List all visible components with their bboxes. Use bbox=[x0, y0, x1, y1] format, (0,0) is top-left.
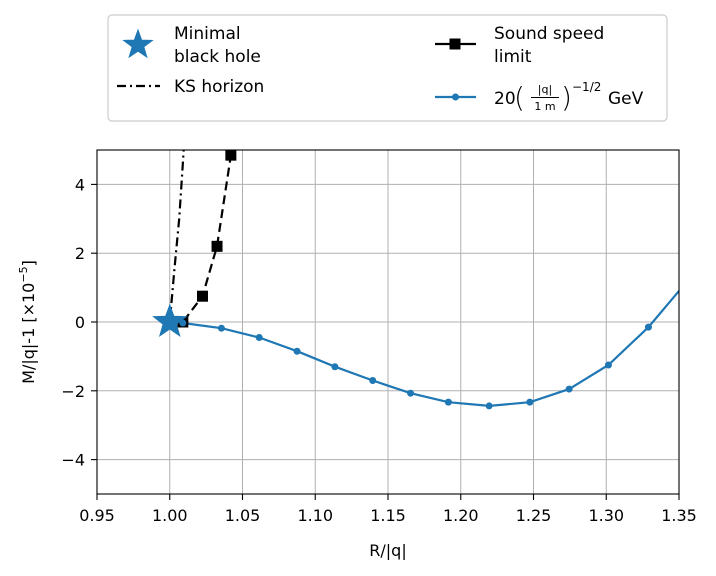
legend-label-sound-2: limit bbox=[494, 47, 532, 67]
legend-gev-marker bbox=[452, 93, 459, 101]
x-tick-label: 1.10 bbox=[297, 506, 333, 525]
legend-frame bbox=[107, 14, 668, 122]
legend: Minimal black hole KS horizon Sound spee… bbox=[107, 14, 668, 122]
y-axis-label-end: ] bbox=[19, 260, 38, 266]
legend-gev-unit: GeV bbox=[608, 89, 644, 109]
sound-speed-point bbox=[225, 149, 237, 161]
x-tick-label: 1.00 bbox=[152, 506, 188, 525]
gev-curve-point bbox=[293, 347, 301, 355]
legend-gev-denominator: 1 m bbox=[534, 100, 555, 113]
legend-label-gev: 20 ( |q| 1 m ) −1/2 GeV bbox=[494, 80, 644, 114]
legend-label-minimal-1: Minimal bbox=[174, 24, 241, 44]
gev-curve-point bbox=[255, 333, 263, 341]
gev-curve-point bbox=[526, 398, 534, 406]
plot-markers bbox=[152, 149, 652, 410]
gev-curve-point bbox=[407, 389, 415, 397]
x-tick-label: 1.25 bbox=[516, 506, 552, 525]
x-tick-label: 1.35 bbox=[661, 506, 697, 525]
y-tick-label: 2 bbox=[75, 244, 85, 263]
y-tick-label: −4 bbox=[61, 451, 85, 470]
x-tick-label: 1.15 bbox=[370, 506, 406, 525]
legend-label-ks: KS horizon bbox=[174, 77, 264, 97]
axis-ticks: 0.95 1.00 1.05 1.10 1.15 1.20 1.25 1.30 1.35 −4 −2… bbox=[61, 175, 696, 525]
legend-gev-exponent: −1/2 bbox=[572, 80, 601, 94]
gev-curve-point bbox=[369, 376, 377, 384]
plot-series bbox=[168, 150, 679, 408]
legend-gev-open-paren: ( bbox=[514, 81, 525, 114]
legend-label-sound-1: Sound speed bbox=[494, 24, 604, 44]
gev-curve-line bbox=[169, 289, 679, 408]
x-tick-label: 1.20 bbox=[443, 506, 479, 525]
gev-curve-point bbox=[217, 324, 225, 332]
x-tick-label: 0.95 bbox=[79, 506, 115, 525]
x-axis-label: R/|q| bbox=[369, 541, 406, 560]
legend-sound-marker bbox=[449, 38, 461, 50]
gev-curve-point bbox=[444, 398, 452, 406]
minimal-black-hole-star bbox=[152, 303, 188, 337]
legend-gev-numerator: |q| bbox=[538, 83, 552, 96]
x-tick-label: 1.30 bbox=[588, 506, 624, 525]
legend-gev-prefix: 20 bbox=[494, 89, 516, 109]
x-tick-label: 1.05 bbox=[225, 506, 261, 525]
ks-horizon-line bbox=[168, 150, 185, 323]
gev-curve-point bbox=[565, 385, 573, 393]
gev-curve-point bbox=[485, 402, 493, 410]
legend-star-marker bbox=[122, 28, 154, 59]
gev-curve-point bbox=[331, 363, 339, 371]
gev-curve-point bbox=[644, 323, 652, 331]
gev-curve-point bbox=[179, 319, 187, 327]
y-tick-label: 4 bbox=[75, 175, 85, 194]
y-axis-label-exp: −5 bbox=[17, 266, 30, 282]
y-axis-label-main: M/|q|-1 [×10 bbox=[19, 283, 38, 384]
sound-speed-point bbox=[196, 290, 208, 302]
gev-curve-point bbox=[604, 361, 612, 369]
y-axis-label: M/|q|-1 [×10−5] bbox=[17, 260, 38, 384]
y-tick-label: −2 bbox=[61, 382, 85, 401]
legend-gev-close-paren: ) bbox=[561, 81, 572, 114]
sound-speed-point bbox=[211, 240, 223, 252]
legend-label-minimal-2: black hole bbox=[174, 47, 261, 67]
y-tick-label: 0 bbox=[75, 313, 85, 332]
